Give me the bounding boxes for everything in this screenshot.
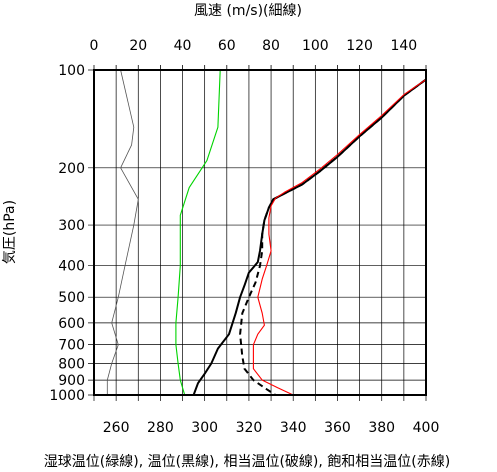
y-tick-label: 500 [58,290,85,306]
series-line-1 [175,69,221,396]
top-tick-label: 100 [302,38,329,54]
bottom-tick-label: 300 [191,420,218,436]
y-tick-label: 1000 [49,388,85,404]
bottom-tick-label: 380 [368,420,395,436]
bottom-tick-label: 260 [103,420,130,436]
y-tick-label: 200 [58,161,85,177]
y-tick-label: 600 [58,316,85,332]
y-tick-label: 700 [58,338,85,354]
y-tick-label: 100 [58,63,85,79]
series-group [106,69,427,396]
top-tick-label: 80 [262,38,280,54]
bottom-axis-title: 湿球温位(緑線), 温位(黒線), 相当温位(破線), 飽和相当温位(赤線) [44,453,450,470]
y-tick-label: 900 [58,373,85,389]
y-tick-label: 800 [58,357,85,373]
series-line-2 [192,78,427,396]
top-tick-label: 40 [174,38,192,54]
plot-frame [93,69,427,396]
y-tick-label: 400 [58,259,85,275]
bottom-tick-label: 320 [236,420,263,436]
bottom-tick-label: 400 [413,420,440,436]
bottom-tick-label: 280 [147,420,174,436]
series-line-0 [106,69,139,395]
top-axis-title: 風速 (m/s)(細線) [194,3,302,19]
top-tick-label: 20 [129,38,147,54]
y-axis-title: 気圧(hPa) [2,200,18,264]
top-tick-label: 60 [218,38,236,54]
grid [88,65,427,401]
bottom-tick-label: 360 [324,420,351,436]
top-tick-label: 140 [390,38,417,54]
bottom-tick-label: 340 [280,420,307,436]
top-tick-label: 0 [90,38,99,54]
y-tick-label: 300 [58,218,85,234]
top-tick-label: 120 [346,38,373,54]
series-line-4 [252,79,427,396]
series-line-3 [239,78,427,396]
